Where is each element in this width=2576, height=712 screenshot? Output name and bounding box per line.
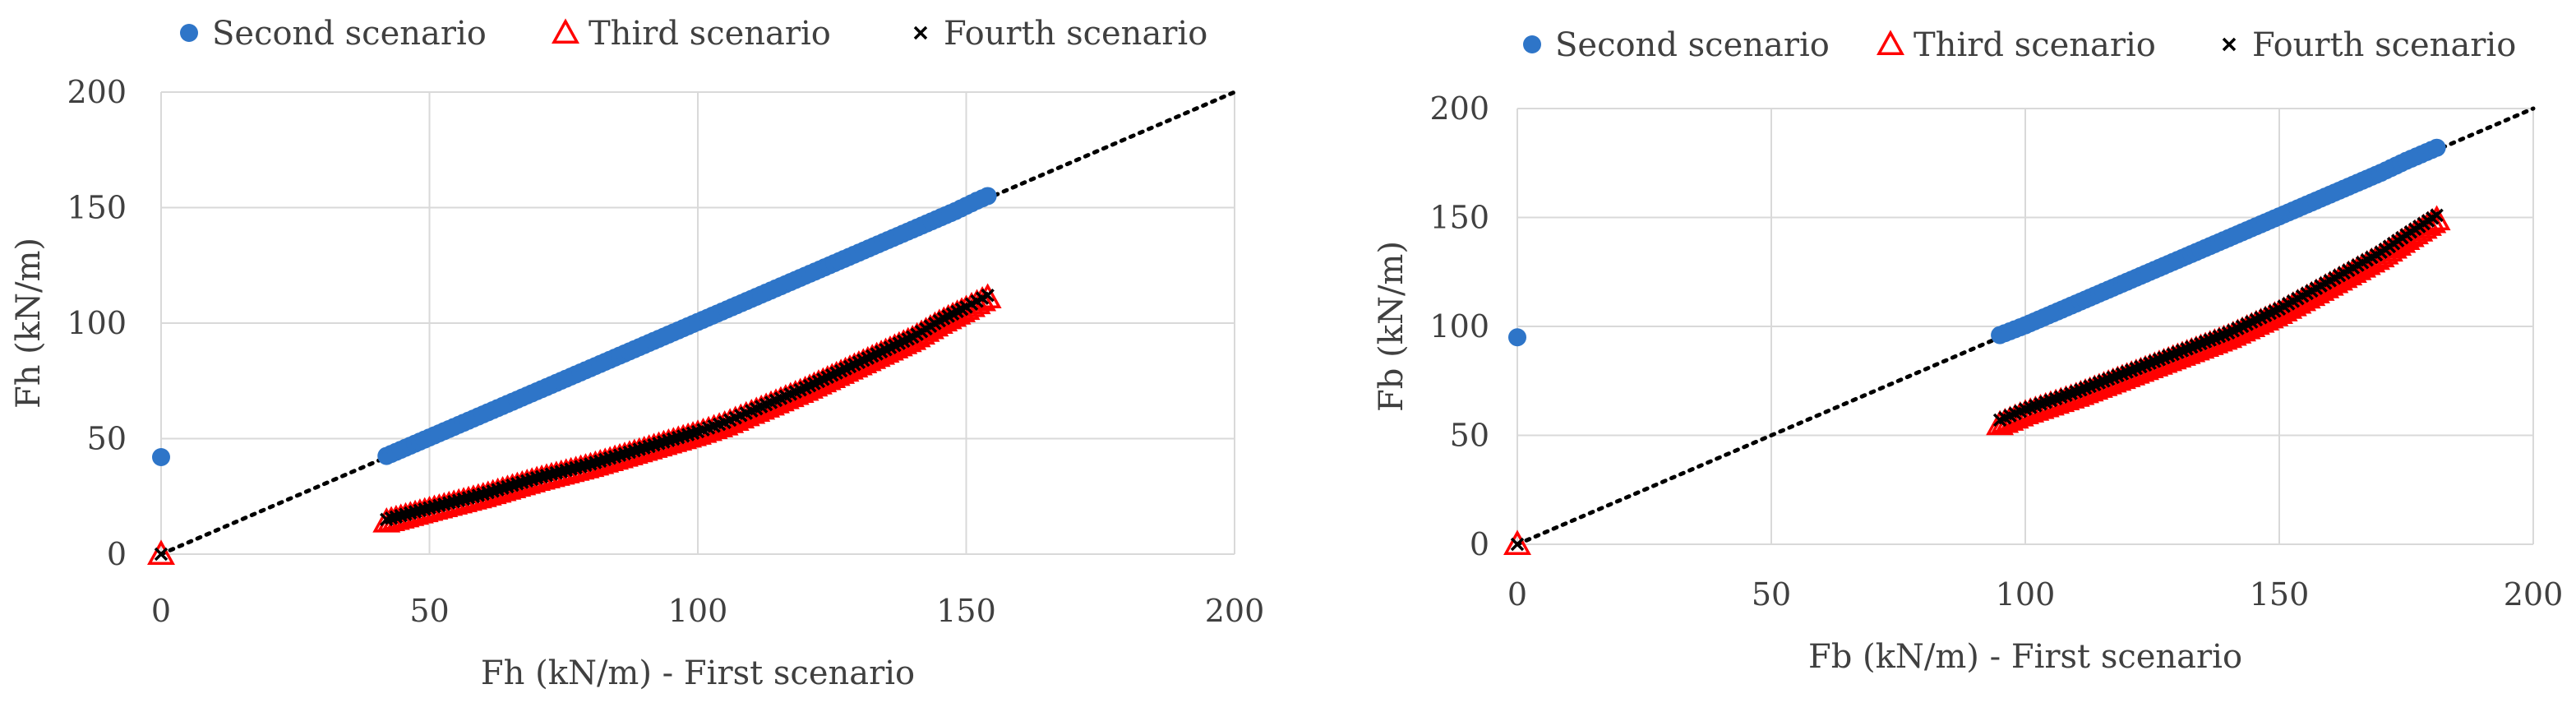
x-tick-label: 150 xyxy=(936,593,996,629)
series-fourth-scenario xyxy=(1510,208,2444,552)
chart-left-fh: 0 50 100 150 200 0 50 100 150 200 Fh (kN/m) - Firs… xyxy=(10,15,1264,692)
chart-right-fb: 0 50 100 150 200 0 50 100 150 200 Fb (kN/m) - Firs… xyxy=(1373,26,2563,676)
x-tick-label: 200 xyxy=(1205,593,1265,629)
y-tick-label: 150 xyxy=(67,190,127,226)
y-tick-label: 200 xyxy=(67,74,127,110)
y-axis-title: Fb (kN/m) xyxy=(1373,241,1410,412)
x-tick-label: 0 xyxy=(1507,576,1527,613)
legend-marker-fourth-scenario xyxy=(2222,37,2237,52)
data-point xyxy=(978,187,997,206)
y-tick-label: 0 xyxy=(1470,526,1489,562)
legend-marker-third-scenario xyxy=(1877,30,1904,55)
legend-label-third-scenario: Third scenario xyxy=(589,15,831,53)
data-point xyxy=(2427,138,2446,157)
legend-label-second-scenario: Second scenario xyxy=(1555,26,1830,64)
x-tick-label: 50 xyxy=(409,593,449,629)
x-tick-label: 0 xyxy=(151,593,171,629)
series-fourth-scenario xyxy=(154,289,995,562)
x-axis-title: Fh (kN/m) - First scenario xyxy=(481,654,915,692)
y-tick-label: 50 xyxy=(87,421,127,457)
y-tick-label: 200 xyxy=(1429,90,1489,127)
series-second-scenario xyxy=(152,187,997,466)
series-second-scenario xyxy=(1508,138,2446,347)
series-third-scenario xyxy=(147,283,1002,565)
x-tick-label: 100 xyxy=(1996,576,2056,613)
x-axis-title: Fb (kN/m) - First scenario xyxy=(1808,638,2242,676)
y-axis-title: Fh (kN/m) xyxy=(10,238,48,409)
data-point xyxy=(152,447,170,466)
y-tick-label: 100 xyxy=(67,305,127,341)
legend-marker-third-scenario xyxy=(552,18,579,44)
data-point xyxy=(154,547,169,562)
data-point xyxy=(2430,208,2444,223)
y-tick-label: 150 xyxy=(1429,200,1489,236)
x-tick-label: 50 xyxy=(1752,576,1791,613)
data-point xyxy=(1508,328,1526,347)
legend-marker-second-scenario xyxy=(180,24,198,42)
data-point xyxy=(1510,537,1525,552)
y-tick-label: 50 xyxy=(1450,418,1489,454)
y-tick-label: 100 xyxy=(1429,308,1489,344)
legend-marker-fourth-scenario xyxy=(913,25,928,40)
legend-label-third-scenario: Third scenario xyxy=(1914,26,2156,64)
legend-marker-second-scenario xyxy=(1523,35,1541,53)
data-point xyxy=(981,289,995,303)
grid xyxy=(1517,108,2534,545)
legend-label-fourth-scenario: Fourth scenario xyxy=(2252,26,2516,64)
legend: Second scenario Third scenario Fourth scen… xyxy=(1523,26,2516,64)
legend: Second scenario Third scenario Fourth scen… xyxy=(180,15,1207,53)
data-point xyxy=(147,539,175,565)
x-tick-label: 200 xyxy=(2504,576,2564,613)
x-tick-label: 150 xyxy=(2250,576,2310,613)
legend-label-second-scenario: Second scenario xyxy=(212,15,487,53)
y-tick-label: 0 xyxy=(107,536,127,572)
x-tick-label: 100 xyxy=(668,593,728,629)
series-third-scenario xyxy=(1503,205,2451,555)
legend-label-fourth-scenario: Fourth scenario xyxy=(944,15,1207,53)
data-point xyxy=(1503,529,1531,555)
